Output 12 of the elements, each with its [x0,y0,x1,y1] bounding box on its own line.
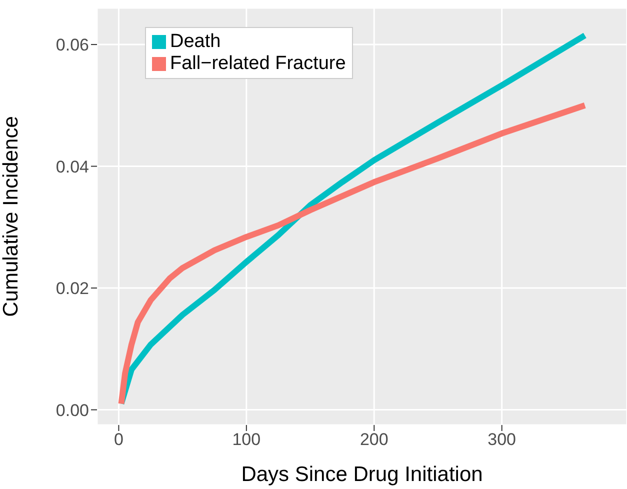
legend-label: Fall−related Fracture [170,53,346,75]
x-tick-label: 100 [232,430,261,450]
x-tick-label: 200 [360,430,388,450]
y-tick-label: 0.00 [56,400,89,420]
x-tick-label: 300 [488,430,516,450]
y-tick-label: 0.06 [56,36,89,55]
legend-label: Death [170,31,221,53]
x-tick-label: 0 [114,430,124,450]
y-tick-label: 0.04 [56,157,89,176]
y-axis-title: Cumulative Incidence [0,116,22,317]
y-tick-label: 0.02 [56,279,89,298]
x-axis-title: Days Since Drug Initiation [241,463,483,486]
